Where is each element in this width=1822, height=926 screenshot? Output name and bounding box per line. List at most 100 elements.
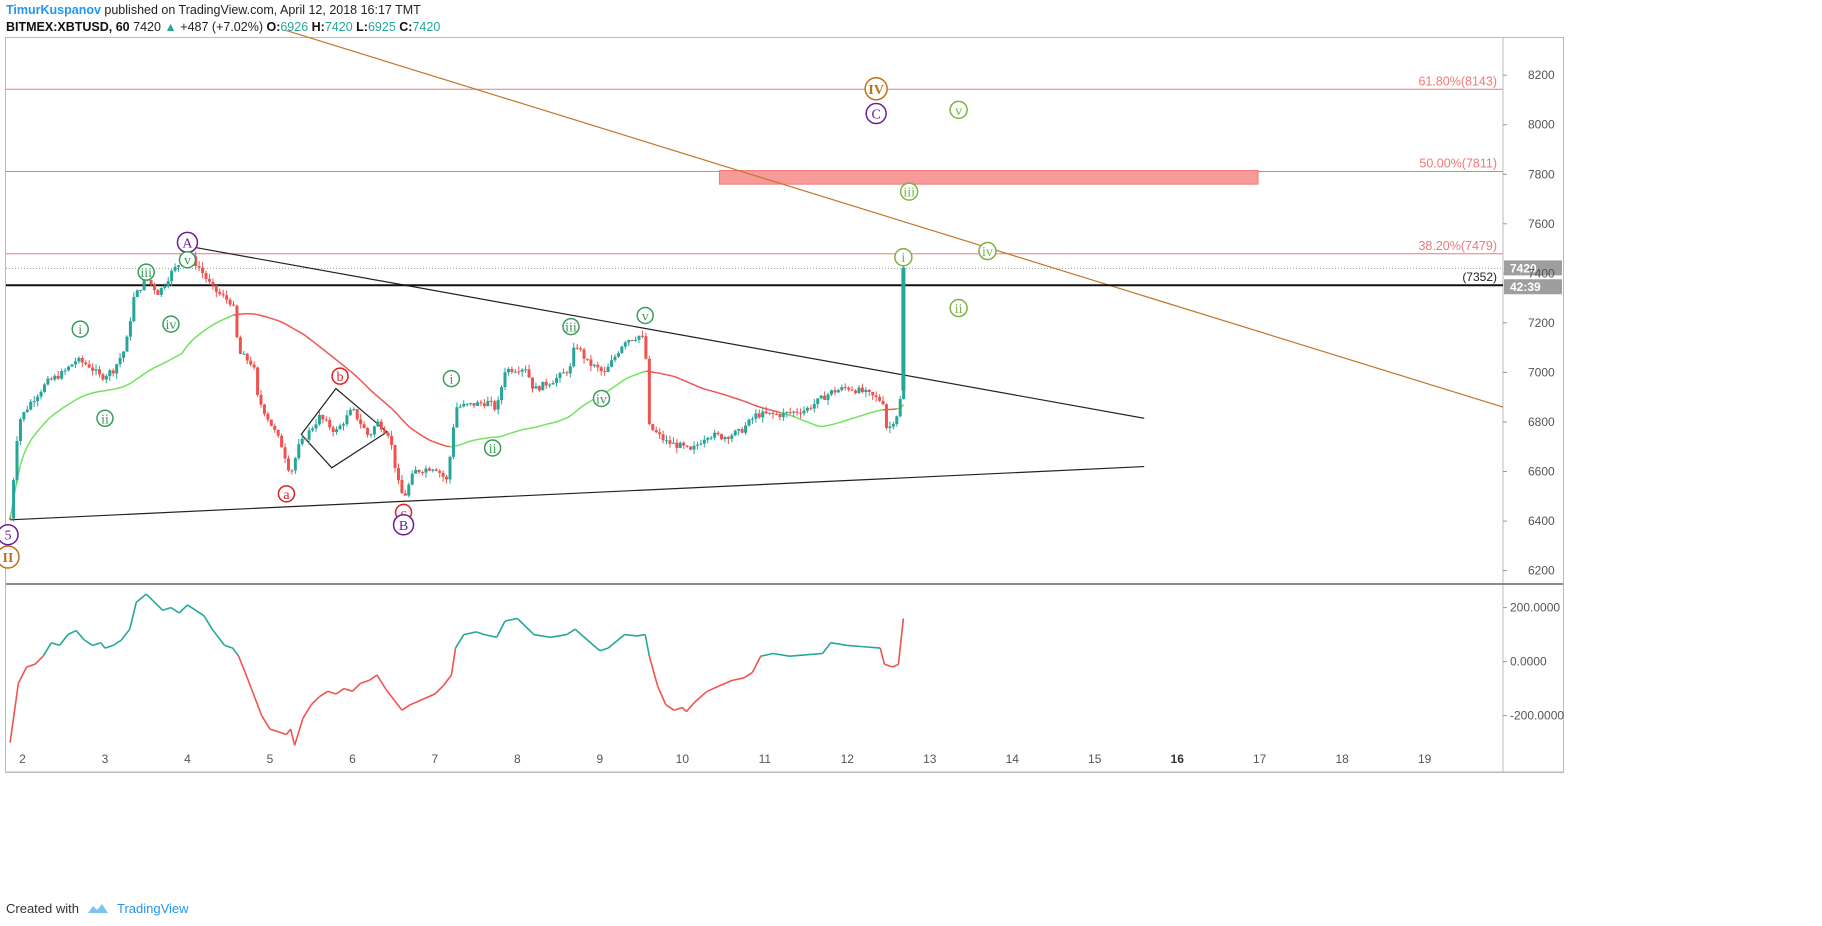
oscillator-segment xyxy=(450,647,457,676)
candle-body xyxy=(22,412,26,420)
candle-body xyxy=(785,412,789,414)
ma-segment xyxy=(851,416,856,420)
ma-segment xyxy=(164,360,169,364)
ma-segment xyxy=(432,440,437,444)
ma-segment xyxy=(587,400,592,404)
candle-body xyxy=(860,387,864,393)
wave-label-text: 5 xyxy=(5,529,12,544)
ma-segment xyxy=(253,313,258,316)
ma-segment xyxy=(511,431,516,434)
candle-body xyxy=(682,442,686,446)
candle-body xyxy=(438,470,442,473)
candle-body xyxy=(620,346,624,354)
ma-segment xyxy=(64,403,69,408)
oscillator-segment xyxy=(162,606,172,612)
oscillator-segment xyxy=(409,698,423,706)
candle-body xyxy=(695,444,699,446)
candle-body xyxy=(434,469,438,471)
candle-body xyxy=(792,411,796,413)
oscillator-segment xyxy=(17,666,28,684)
ma-segment xyxy=(325,351,331,356)
candle-body xyxy=(225,295,229,300)
ma-segment xyxy=(202,328,207,333)
ma-segment xyxy=(436,442,440,445)
oscillator-segment xyxy=(302,704,312,719)
candle-body xyxy=(706,437,710,440)
tradingview-link[interactable]: TradingView xyxy=(116,901,189,916)
ma-segment xyxy=(43,419,49,424)
oscillator-segment xyxy=(335,687,345,695)
candle-body xyxy=(781,412,785,418)
candle-body xyxy=(108,370,112,377)
ma-segment xyxy=(136,375,142,380)
ma-segment xyxy=(397,414,403,420)
high-value: 7420 xyxy=(324,20,353,34)
ma-segment xyxy=(790,414,794,418)
ma-segment xyxy=(528,427,533,430)
ma-segment xyxy=(762,407,767,410)
oscillator-segment xyxy=(120,628,131,641)
candle-body xyxy=(207,278,211,282)
ma-segment xyxy=(198,331,204,336)
wave-label-text: C xyxy=(871,108,880,123)
ma-segment xyxy=(23,446,28,455)
candle-body xyxy=(572,347,576,367)
candle-body xyxy=(311,428,315,431)
ma-segment xyxy=(133,378,138,382)
candle-body xyxy=(740,429,744,433)
candle-body xyxy=(256,367,260,395)
oscillator-segment xyxy=(681,706,688,713)
candle-body xyxy=(149,279,153,285)
candle-body xyxy=(757,413,761,418)
open-label: O: xyxy=(266,20,281,34)
candle-body xyxy=(286,458,290,471)
x-tick-label: 3 xyxy=(102,752,109,766)
ma-segment xyxy=(841,419,846,423)
candle-body xyxy=(87,364,91,368)
candle-body xyxy=(675,442,679,448)
author-link[interactable]: TimurKuspanov xyxy=(6,3,101,17)
candle-body xyxy=(854,390,858,394)
candle-body xyxy=(8,518,12,520)
ma-segment xyxy=(817,425,822,428)
symbol-title[interactable]: BITMEX:XBTUSD, 60 xyxy=(6,20,130,34)
x-tick-label: 18 xyxy=(1335,752,1349,766)
candle-body xyxy=(101,374,105,380)
oscillator-pane xyxy=(9,593,905,746)
candle-body xyxy=(747,419,751,426)
ma-segment xyxy=(181,347,187,354)
ma-segment xyxy=(140,373,145,377)
candle-body xyxy=(585,358,589,360)
candle-body xyxy=(733,430,737,436)
candle-body xyxy=(871,392,875,396)
candle-body xyxy=(249,360,253,365)
ma-segment xyxy=(484,437,488,440)
low-label: L: xyxy=(356,20,368,34)
ma-segment xyxy=(109,388,114,391)
candle-body xyxy=(709,437,713,439)
oscillator-segment xyxy=(475,631,485,636)
x-tick-label: 17 xyxy=(1253,752,1267,766)
oscillator-segment xyxy=(533,633,551,639)
ma-segment xyxy=(349,370,355,375)
x-tick-label: 11 xyxy=(759,752,772,766)
candle-body xyxy=(805,407,809,411)
ma-segment xyxy=(92,391,97,394)
wave-label-text: B xyxy=(399,519,408,534)
oscillator-segment xyxy=(789,654,807,657)
ma-segment xyxy=(686,381,691,385)
oscillator-segment xyxy=(261,715,271,730)
candle-body xyxy=(888,426,892,428)
ma-segment xyxy=(318,345,324,350)
x-tick-label: 2 xyxy=(19,752,26,766)
candle-body xyxy=(80,357,84,363)
candle-body xyxy=(472,403,476,406)
ma-segment xyxy=(71,399,76,403)
ma-segment xyxy=(711,390,715,393)
ma-segment xyxy=(566,415,571,419)
candle-body xyxy=(816,398,820,405)
candle-body xyxy=(799,412,803,414)
candle-body xyxy=(115,364,119,374)
